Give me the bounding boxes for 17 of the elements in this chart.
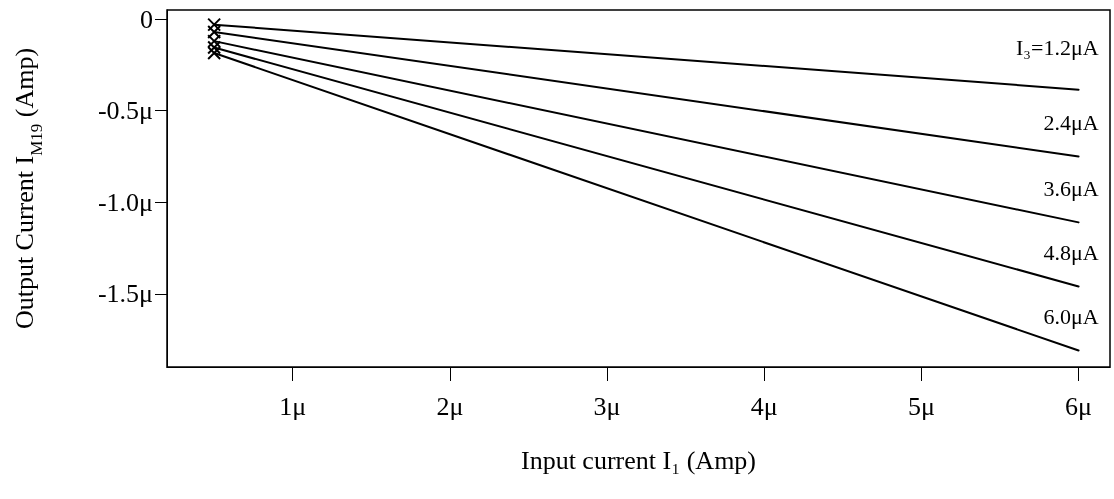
series-label: 4.8μA — [1043, 239, 1099, 265]
y-tick-label: -1.5μ — [97, 279, 153, 309]
series-label: 6.0μA — [1043, 304, 1099, 330]
y-tick-label: -1.0μ — [97, 187, 153, 217]
y-tick-label: -0.5μ — [97, 96, 153, 126]
x-tick-label: 6μ — [1065, 391, 1093, 421]
x-axis-title: Input current I₁ (Amp) — [520, 445, 757, 475]
x-tick-label: 1μ — [279, 391, 307, 421]
y-axis-title: Output Current IM19 (Amp) — [9, 47, 46, 330]
y-tick-label: 0 — [140, 4, 153, 34]
x-tick-label: 5μ — [907, 391, 935, 421]
x-tick-label: 4μ — [750, 391, 778, 421]
series-label: 3.6μA — [1043, 175, 1099, 201]
x-tick-label: 3μ — [593, 391, 621, 421]
x-tick-label: 2μ — [436, 391, 464, 421]
series-label: I₃=1.2μA — [1015, 35, 1099, 61]
series-label: 2.4μA — [1043, 109, 1099, 135]
